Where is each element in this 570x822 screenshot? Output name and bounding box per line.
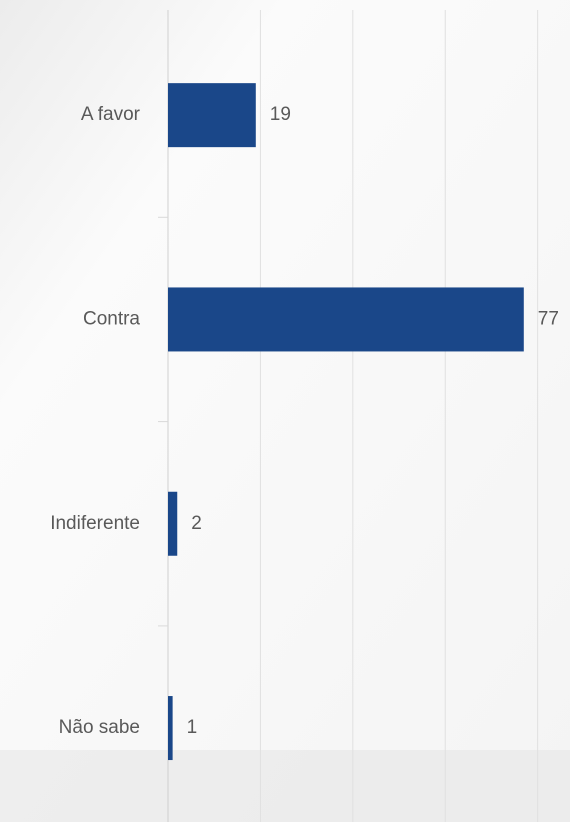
data-label: 77: [538, 308, 559, 329]
y-tick-label: Contra: [83, 308, 140, 329]
floor: [0, 750, 570, 822]
y-tick-label: A favor: [81, 104, 141, 125]
data-label: 19: [270, 104, 291, 125]
data-label: 2: [191, 513, 202, 534]
bar: [168, 696, 173, 761]
y-tick-label: Indiferente: [50, 513, 140, 534]
bar: [168, 287, 524, 352]
data-label: 1: [187, 717, 198, 738]
y-tick-label: Não sabe: [59, 717, 140, 738]
bar: [168, 83, 256, 148]
bar: [168, 491, 178, 556]
